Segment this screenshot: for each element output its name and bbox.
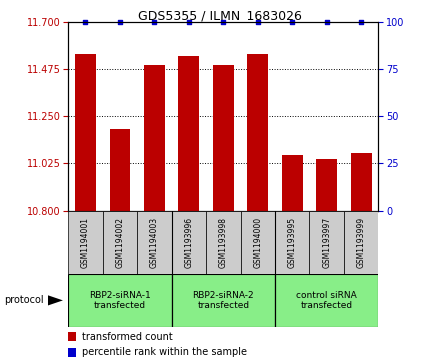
Bar xyxy=(103,211,137,274)
Text: transformed count: transformed count xyxy=(82,332,173,342)
Text: GSM1193996: GSM1193996 xyxy=(184,217,193,268)
Bar xyxy=(172,274,275,327)
Point xyxy=(220,19,227,25)
Point xyxy=(289,19,296,25)
Bar xyxy=(75,54,96,211)
Bar xyxy=(68,332,76,342)
Text: control siRNA
transfected: control siRNA transfected xyxy=(296,291,357,310)
Text: GSM1194002: GSM1194002 xyxy=(115,217,125,268)
Text: GSM1193997: GSM1193997 xyxy=(322,217,331,268)
Text: GSM1194001: GSM1194001 xyxy=(81,217,90,268)
Text: RBP2-siRNA-2
transfected: RBP2-siRNA-2 transfected xyxy=(192,291,254,310)
Bar xyxy=(68,348,76,357)
Bar xyxy=(68,211,103,274)
Bar xyxy=(241,211,275,274)
Point xyxy=(151,19,158,25)
Point xyxy=(323,19,330,25)
Polygon shape xyxy=(48,295,63,306)
Text: GSM1194000: GSM1194000 xyxy=(253,217,262,268)
Point xyxy=(358,19,365,25)
Text: GSM1193995: GSM1193995 xyxy=(288,217,297,268)
Text: GDS5355 / ILMN_1683026: GDS5355 / ILMN_1683026 xyxy=(138,9,302,22)
Bar xyxy=(172,211,206,274)
Bar xyxy=(282,155,303,211)
Bar xyxy=(316,159,337,211)
Point xyxy=(116,19,123,25)
Bar xyxy=(179,56,199,211)
Text: protocol: protocol xyxy=(4,295,44,305)
Bar xyxy=(144,65,165,211)
Point xyxy=(254,19,261,25)
Bar xyxy=(275,274,378,327)
Text: percentile rank within the sample: percentile rank within the sample xyxy=(82,347,247,357)
Bar xyxy=(213,65,234,211)
Bar xyxy=(137,211,172,274)
Text: GSM1194003: GSM1194003 xyxy=(150,217,159,268)
Text: RBP2-siRNA-1
transfected: RBP2-siRNA-1 transfected xyxy=(89,291,151,310)
Bar xyxy=(206,211,241,274)
Point xyxy=(185,19,192,25)
Bar xyxy=(110,129,130,211)
Bar xyxy=(247,54,268,211)
Text: GSM1193999: GSM1193999 xyxy=(357,217,366,268)
Bar xyxy=(344,211,378,274)
Point xyxy=(82,19,89,25)
Text: GSM1193998: GSM1193998 xyxy=(219,217,228,268)
Bar xyxy=(309,211,344,274)
Bar xyxy=(275,211,309,274)
Bar xyxy=(351,153,371,211)
Bar xyxy=(68,274,172,327)
